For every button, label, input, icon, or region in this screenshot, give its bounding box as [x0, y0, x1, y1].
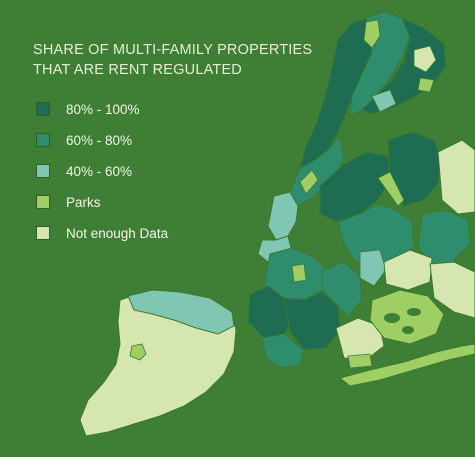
manhattan-midtown	[267, 191, 299, 241]
legend-item-no-data: Not enough Data	[36, 225, 168, 241]
bronx-manhattan-north	[299, 11, 447, 169]
legend-label-60-80: 60% - 80%	[66, 132, 133, 148]
staten-island	[79, 289, 237, 437]
brooklyn-prospect-park	[291, 263, 307, 283]
queens-south-no-data	[383, 249, 433, 291]
legend-swatch-40-60	[36, 164, 50, 178]
brooklyn-east	[321, 261, 363, 317]
legend-item-40-60: 40% - 60%	[36, 163, 168, 179]
brooklyn-se-no-data	[335, 317, 385, 361]
legend-item-80-100: 80% - 100%	[36, 101, 168, 117]
legend-swatch-60-80	[36, 133, 50, 147]
jamaica-bay-marsh	[369, 289, 445, 345]
rockaways	[338, 343, 475, 387]
map-title-line-1: SHARE OF MULTI-FAMILY PROPERTIES	[33, 42, 313, 58]
legend-label-40-60: 40% - 60%	[66, 163, 133, 179]
bay-island-3	[402, 326, 414, 334]
legend-swatch-parks	[36, 195, 50, 209]
queens-jamaica	[417, 209, 471, 265]
map-title: SHARE OF MULTI-FAMILY PROPERTIES THAT AR…	[33, 40, 313, 80]
brooklyn-south-park	[347, 353, 373, 369]
bronx-ne-park	[417, 77, 435, 93]
bronx-middle-teal	[371, 89, 397, 113]
legend-label-no-data: Not enough Data	[66, 225, 169, 241]
queens-astoria	[319, 151, 391, 223]
staten-island-park	[129, 343, 147, 361]
bay-island-1	[384, 313, 400, 323]
manhattan-central-park	[299, 169, 319, 195]
legend-label-parks: Parks	[66, 194, 101, 210]
legend-swatch-no-data	[36, 226, 50, 240]
bronx-pelham-park	[413, 45, 437, 73]
queens-far-east	[429, 261, 475, 319]
queens-south-teal	[359, 249, 387, 287]
queens-central	[337, 203, 415, 269]
legend-item-parks: Parks	[36, 194, 168, 210]
legend-label-80-100: 80% - 100%	[66, 101, 140, 117]
bronx-north-park	[363, 19, 381, 49]
brooklyn	[247, 247, 385, 369]
bay-island-2	[407, 308, 421, 316]
legend-swatch-80-100	[36, 102, 50, 116]
queens-east-no-data	[437, 139, 475, 215]
brooklyn-south	[261, 333, 305, 369]
jamaica-bay	[338, 289, 475, 387]
queens-park-strip	[377, 171, 405, 207]
queens	[319, 131, 475, 319]
legend-item-60-80: 60% - 80%	[36, 132, 168, 148]
map-title-line-2: THAT ARE RENT REGULATED	[33, 62, 242, 78]
legend: 80% - 100% 60% - 80% 40% - 60% Parks Not…	[36, 101, 168, 256]
staten-island-north-shore	[127, 289, 235, 335]
